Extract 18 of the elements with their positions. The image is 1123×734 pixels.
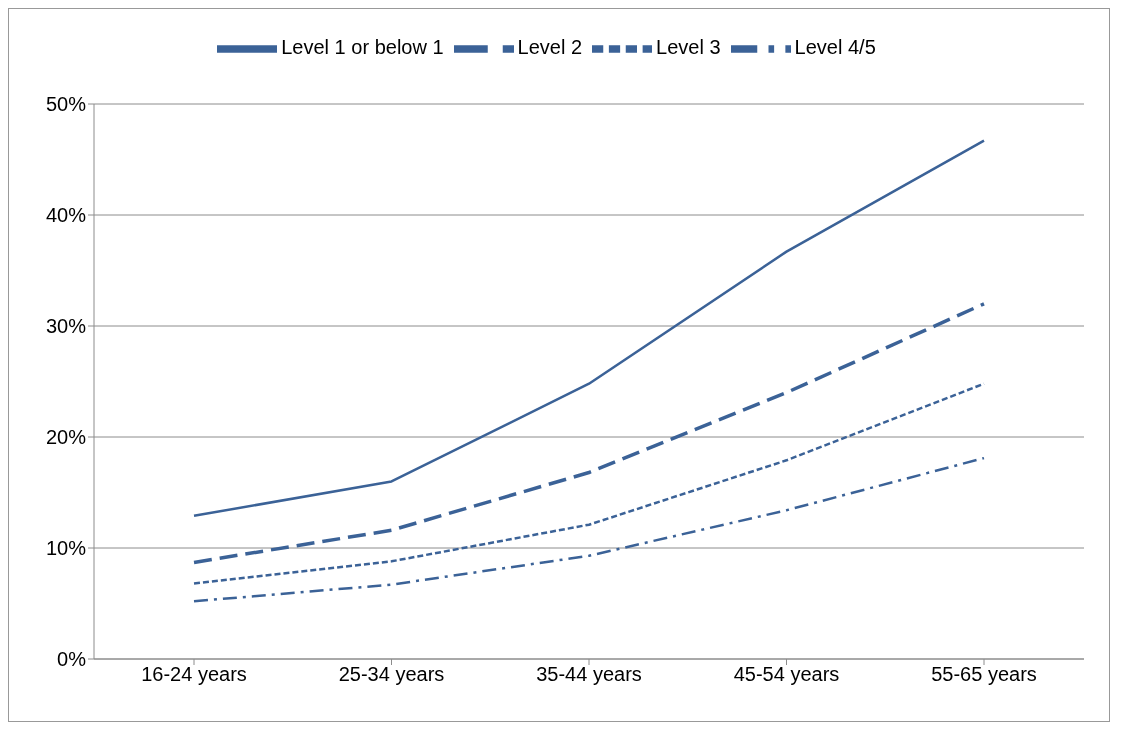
x-tick-label: 45-54 years xyxy=(733,663,840,686)
line-series xyxy=(192,456,986,603)
y-tick-label: 50% xyxy=(45,93,87,116)
y-tick-label: 10% xyxy=(45,537,87,560)
line-series xyxy=(192,139,986,518)
x-tick-label: 35-44 years xyxy=(536,663,642,686)
legend-label: Level 3 xyxy=(656,36,721,59)
x-tick-label: 55-65 years xyxy=(931,663,1037,686)
legend-label: Level 2 xyxy=(517,36,583,59)
x-tick-label: 16-24 years xyxy=(141,663,247,686)
y-tick-label: 40% xyxy=(45,204,87,227)
line-series xyxy=(192,302,986,565)
legend-label: Level 4/5 xyxy=(794,36,876,59)
x-tick-label: 25-34 years xyxy=(338,663,445,686)
y-tick-label: 30% xyxy=(45,315,87,338)
legend-label: Level 1 or below 1 xyxy=(281,36,444,59)
y-tick-label: 20% xyxy=(45,426,87,449)
y-tick-label: 0% xyxy=(57,648,87,671)
